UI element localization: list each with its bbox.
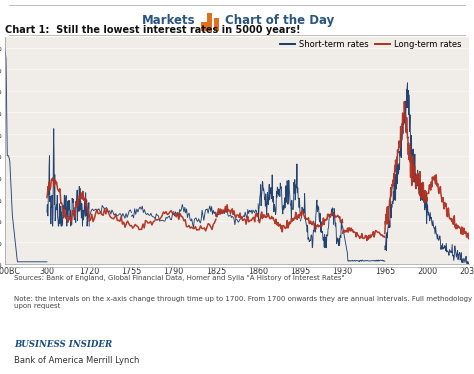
Text: Chart of the Day: Chart of the Day	[226, 14, 335, 27]
Text: Markets: Markets	[142, 14, 195, 27]
Bar	[201, 22, 207, 31]
Bar	[207, 13, 212, 31]
Text: Sources: Bank of England, Global Financial Data, Homer and Sylla "A History of I: Sources: Bank of England, Global Financi…	[14, 275, 345, 280]
Text: BUSINESS INSIDER: BUSINESS INSIDER	[14, 340, 112, 349]
Legend: Short-term rates, Long-term rates: Short-term rates, Long-term rates	[276, 36, 465, 52]
Bar	[214, 18, 219, 31]
Text: Chart 1:  Still the lowest interest rates in 5000 years!: Chart 1: Still the lowest interest rates…	[5, 25, 300, 34]
Text: Bank of America Merrill Lynch: Bank of America Merrill Lynch	[14, 356, 139, 365]
Text: Note: the intervals on the x-axis change through time up to 1700. From 1700 onwa: Note: the intervals on the x-axis change…	[14, 296, 474, 309]
